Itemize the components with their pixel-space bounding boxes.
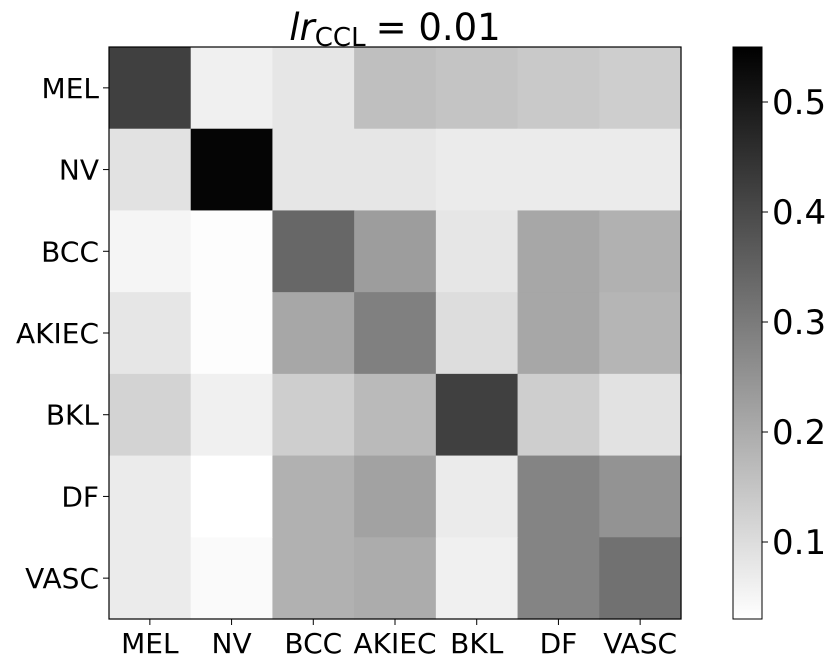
chart-title-lr: lr	[289, 6, 317, 49]
heatmap-cell-mel-nv	[190, 47, 274, 130]
heatmap-cell-mel-akiec	[354, 47, 437, 130]
heatmap-cell-akiec-akiec	[354, 292, 437, 375]
y-axis-ticks: MEL NV BCC AKIEC BKL DF VASC	[16, 72, 109, 595]
heatmap-cell-akiec-df	[517, 292, 600, 375]
colorbar	[732, 46, 763, 620]
heatmap-cell-bkl-nv	[190, 373, 274, 457]
x-tick-label: NV	[212, 627, 252, 660]
heatmap-cell-vasc-df	[517, 537, 600, 620]
heatmap-cell-df-vasc	[599, 455, 682, 538]
colorbar-tick-label: 0.1	[772, 523, 826, 563]
chart-title: lrCCL = 0.01	[289, 6, 500, 53]
x-axis-ticks: MEL NV BCC AKIEC BKL DF VASC	[121, 619, 677, 660]
y-tick-label: BCC	[41, 235, 99, 268]
heatmap-cell-akiec-bkl	[435, 292, 519, 375]
heatmap-cell-nv-df	[517, 128, 600, 212]
heatmap-cell-bcc-akiec	[354, 210, 437, 293]
y-tick-label: AKIEC	[16, 317, 99, 350]
heatmap-cell-bkl-bkl	[435, 373, 519, 457]
heatmap-cell-akiec-nv	[190, 292, 274, 375]
heatmap-cell-vasc-vasc	[599, 537, 682, 620]
chart-title-rest: = 0.01	[376, 6, 501, 49]
heatmap-cell-bcc-nv	[190, 210, 274, 293]
x-tick-label: MEL	[121, 627, 179, 660]
y-tick-label: NV	[59, 154, 99, 187]
x-tick-label: BCC	[284, 627, 342, 660]
heatmap-cell-vasc-nv	[190, 537, 274, 620]
colorbar-tick-label: 0.5	[772, 83, 826, 123]
heatmap-cell-nv-vasc	[599, 128, 682, 212]
heatmap-cell-akiec-mel	[109, 292, 192, 375]
heatmap-cell-nv-bcc	[272, 128, 355, 212]
x-tick-label: AKIEC	[353, 627, 436, 660]
heatmap-cell-nv-nv	[190, 128, 274, 212]
y-tick-label: BKL	[46, 399, 100, 432]
heatmap-cell-akiec-vasc	[599, 292, 682, 375]
colorbar-tick-label: 0.2	[772, 413, 826, 453]
colorbar-ticks: 0.1 0.2 0.3 0.4 0.5	[762, 83, 826, 563]
heatmap-cell-bkl-bcc	[272, 373, 355, 457]
heatmap-cell-vasc-bcc	[272, 537, 355, 620]
heatmap-cell-bcc-df	[517, 210, 600, 293]
heatmap-cell-df-bcc	[272, 455, 355, 538]
heatmap-cell-nv-akiec	[354, 128, 437, 212]
heatmap-cell-mel-bcc	[272, 47, 355, 130]
heatmap-cell-vasc-akiec	[354, 537, 437, 620]
heatmap-cell-bcc-vasc	[599, 210, 682, 293]
heatmap-cell-df-mel	[109, 455, 192, 538]
heatmap-cell-df-akiec	[354, 455, 437, 538]
heatmap-cell-bcc-bcc	[272, 210, 355, 293]
heatmap-cell-bkl-akiec	[354, 373, 437, 457]
x-tick-label: VASC	[603, 627, 677, 660]
colorbar-tick-label: 0.4	[772, 193, 826, 233]
heatmap-cell-df-bkl	[435, 455, 519, 538]
heatmap-cell-df-df	[517, 455, 600, 538]
heatmap-cell-mel-bkl	[435, 47, 519, 130]
heatmap-cell-bcc-bkl	[435, 210, 519, 293]
y-tick-label: MEL	[42, 72, 100, 105]
heatmap-cell-mel-df	[517, 47, 600, 130]
heatmap-cell-bkl-df	[517, 373, 600, 457]
y-tick-label: DF	[61, 480, 99, 513]
x-tick-label: DF	[540, 627, 578, 660]
heatmap-cell-bkl-mel	[109, 373, 192, 457]
x-tick-label: BKL	[450, 627, 504, 660]
heatmap-cell-nv-bkl	[435, 128, 519, 212]
heatmap-cell-mel-vasc	[599, 47, 682, 130]
heatmap-cell-nv-mel	[109, 128, 192, 212]
heatmap-cell-bcc-mel	[109, 210, 192, 293]
heatmap-cell-df-nv	[190, 455, 274, 538]
heatmap-cell-bkl-vasc	[599, 373, 682, 457]
heatmap-cell-akiec-bcc	[272, 292, 355, 375]
heatmap-cells	[109, 47, 682, 620]
y-tick-label: VASC	[25, 562, 99, 595]
heatmap-cell-vasc-mel	[109, 537, 192, 620]
heatmap-cell-vasc-bkl	[435, 537, 519, 620]
heatmap-cell-mel-mel	[109, 47, 192, 130]
colorbar-tick-label: 0.3	[772, 303, 826, 343]
